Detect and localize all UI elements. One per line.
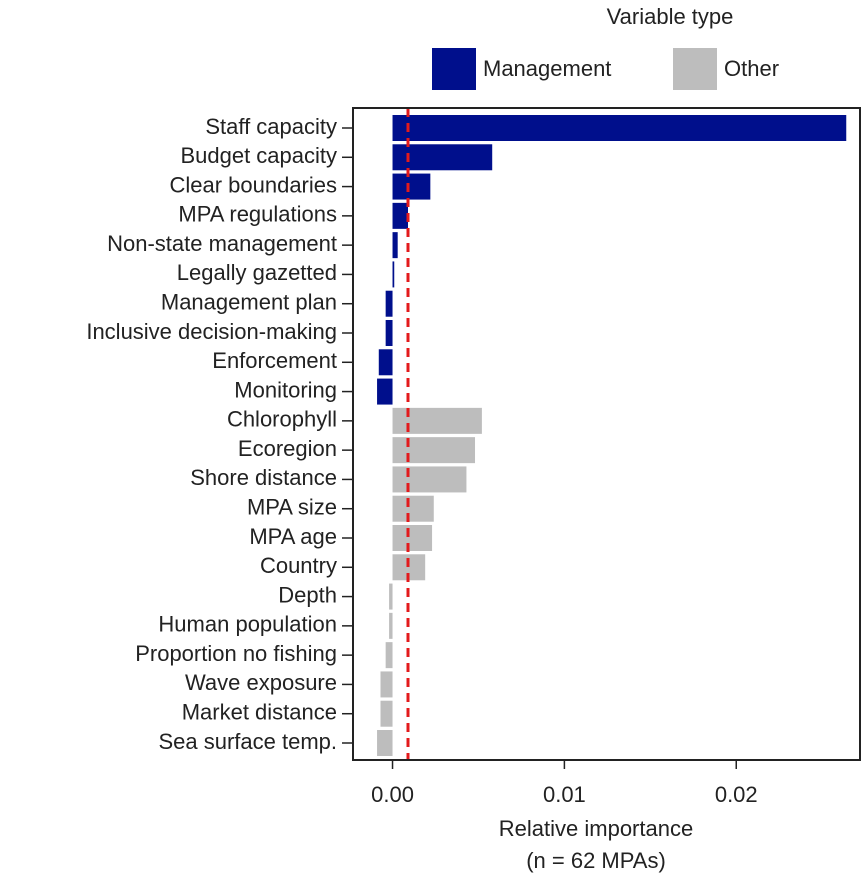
bar [392,525,433,551]
legend-swatch [432,48,476,90]
bar [392,202,408,229]
x-axis-label: Relative importance [499,816,693,841]
x-tick-label: 0.02 [715,782,758,807]
bar [389,612,393,639]
bar [389,583,393,610]
y-tick-label: Wave exposure [185,670,337,695]
bar [380,671,393,698]
y-tick-label: Ecoregion [238,436,337,461]
legend-swatch [673,48,717,90]
y-tick-label: Shore distance [190,465,337,490]
y-tick-label: Human population [158,612,337,637]
bar [380,700,393,727]
bar [385,642,393,669]
y-tick-label: MPA age [249,524,337,549]
bar [385,320,393,346]
y-tick-label: Chlorophyll [227,407,337,432]
y-tick-label: Staff capacity [205,114,337,139]
y-tick-label: Market distance [182,700,337,725]
y-tick-label: Sea surface temp. [158,729,337,754]
bar [392,437,476,464]
bar [377,378,393,405]
legend-label: Other [724,56,779,81]
y-tick-label: Legally gazetted [177,260,337,285]
y-tick-label: MPA regulations [178,202,337,227]
y-tick-label: Management plan [161,290,337,315]
y-tick-label: MPA size [247,495,337,520]
y-tick-label: Inclusive decision-making [86,319,337,344]
y-tick-label: Proportion no fishing [135,641,337,666]
legend-title: Variable type [607,4,734,29]
y-tick-label: Country [260,553,337,578]
y-tick-label: Enforcement [212,348,337,373]
bar [392,261,395,288]
y-tick-label: Depth [278,582,337,607]
x-tick-label: 0.01 [543,782,586,807]
bar [392,173,431,200]
bar [392,232,398,259]
legend-label: Management [483,56,611,81]
y-tick-label: Budget capacity [180,143,337,168]
y-tick-label: Non-state management [107,231,337,256]
bar [385,290,393,317]
x-tick-label: 0.00 [371,782,414,807]
bar [392,495,434,522]
bar [392,466,467,493]
bar [392,407,482,434]
plot-frame [352,107,861,761]
y-tick-label: Monitoring [234,377,337,402]
bar [392,115,847,141]
bar [378,349,393,376]
x-axis-note: (n = 62 MPAs) [526,848,666,873]
bar [377,730,393,756]
y-tick-label: Clear boundaries [169,172,337,197]
